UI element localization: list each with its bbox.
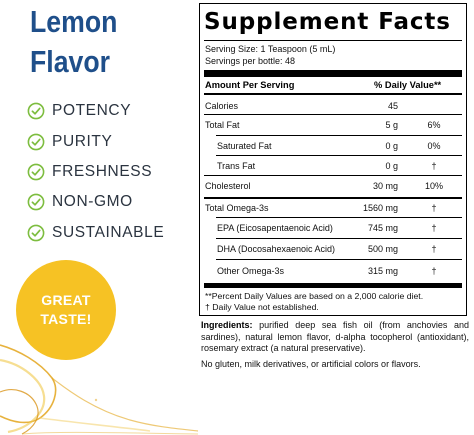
nutrient-amount: 0 g xyxy=(385,161,398,171)
nutrient-label: DHA (Docosahexaenoic Acid) xyxy=(217,244,336,254)
nutrient-daily-value: † xyxy=(431,161,437,171)
badge-line-1: GREAT xyxy=(41,292,91,308)
row-divider xyxy=(204,114,462,115)
ingredients-label: Ingredients: xyxy=(201,320,253,330)
check-circle-icon xyxy=(27,133,45,150)
flavor-title-line-1: Lemon xyxy=(30,4,118,39)
row-divider xyxy=(216,238,462,239)
row-divider xyxy=(216,217,462,218)
feature-label: SUSTAINABLE xyxy=(52,223,165,241)
nutrient-amount: 45 xyxy=(387,101,398,111)
nutrient-amount: 5 g xyxy=(385,120,398,130)
nutrient-amount: 0 g xyxy=(385,141,398,151)
section-rule xyxy=(204,197,462,199)
thick-rule xyxy=(204,70,462,77)
nutrient-daily-value: 6% xyxy=(427,120,441,130)
feature-item-non-gmo: NON-GMO xyxy=(27,187,164,217)
feature-label: POTENCY xyxy=(52,102,132,120)
nutrient-label: Other Omega-3s xyxy=(217,266,285,276)
bottom-thick-rule xyxy=(204,283,462,288)
facts-title: Supplement Facts xyxy=(204,9,451,35)
check-circle-icon xyxy=(27,224,45,242)
check-circle-icon xyxy=(27,193,45,211)
nutrient-amount: 1560 mg xyxy=(362,203,398,213)
feature-label: PURITY xyxy=(52,132,113,150)
nutrient-label: Total Omega-3s xyxy=(205,203,269,213)
header-daily-value: % Daily Value** xyxy=(374,80,442,90)
badge-line-2: TASTE! xyxy=(40,311,92,327)
nutrient-daily-value: † xyxy=(431,244,437,254)
supplement-facts-panel: Supplement Facts Serving Size: 1 Teaspoo… xyxy=(199,3,467,316)
flavor-title: Lemon Flavor xyxy=(30,2,159,82)
feature-list: POTENCY PURITY FRESHNESS NON-GMO SUSTAIN… xyxy=(27,96,164,248)
header-amount-per-serving: Amount Per Serving xyxy=(205,80,295,90)
ingredients-text: purified deep sea fish oil (from anchovi… xyxy=(201,320,469,353)
nutrient-label: Trans Fat xyxy=(217,161,256,171)
oil-splash-art xyxy=(0,322,199,435)
nutrient-daily-value: † xyxy=(431,203,437,213)
servings-per-bottle: Servings per bottle: 48 xyxy=(205,56,296,66)
nutrient-label: Calories xyxy=(205,101,239,111)
check-circle-icon xyxy=(27,163,45,181)
feature-item-purity: PURITY xyxy=(27,126,164,156)
row-divider xyxy=(204,175,462,176)
row-divider xyxy=(216,155,462,156)
footnote-daily-values: **Percent Daily Values are based on a 2,… xyxy=(205,291,424,301)
title-rule xyxy=(204,40,462,41)
allergen-note: No gluten, milk derivatives, or artifici… xyxy=(201,359,421,369)
nutrient-label: Saturated Fat xyxy=(217,141,272,151)
nutrient-amount: 500 mg xyxy=(367,244,398,254)
feature-item-sustainable: SUSTAINABLE xyxy=(27,218,164,248)
check-circle-icon xyxy=(27,102,45,120)
row-divider xyxy=(216,259,462,260)
nutrient-daily-value: 0% xyxy=(427,141,441,151)
feature-label: FRESHNESS xyxy=(52,162,153,180)
nutrient-amount: 315 mg xyxy=(367,266,398,276)
great-taste-badge: GREAT TASTE! xyxy=(16,260,116,360)
header-rule xyxy=(204,93,462,95)
nutrient-amount: 745 mg xyxy=(367,223,398,233)
serving-size: Serving Size: 1 Teaspoon (5 mL) xyxy=(205,44,336,54)
nutrient-daily-value: 10% xyxy=(424,181,443,191)
row-divider xyxy=(216,135,462,136)
flavor-title-line-2: Flavor xyxy=(30,44,111,79)
nutrient-daily-value: † xyxy=(431,266,437,276)
nutrient-daily-value: † xyxy=(431,223,437,233)
nutrient-amount: 30 mg xyxy=(372,181,398,191)
feature-item-freshness: FRESHNESS xyxy=(27,157,164,187)
footnote-not-established: † Daily Value not established. xyxy=(205,302,319,312)
nutrient-label: Total Fat xyxy=(205,120,240,130)
ingredients-statement: Ingredients: purified deep sea fish oil … xyxy=(201,320,469,355)
feature-item-potency: POTENCY xyxy=(27,96,164,126)
nutrient-label: Cholesterol xyxy=(205,181,251,191)
nutrient-label: EPA (Eicosapentaenoic Acid) xyxy=(217,223,333,233)
feature-label: NON-GMO xyxy=(52,193,133,211)
